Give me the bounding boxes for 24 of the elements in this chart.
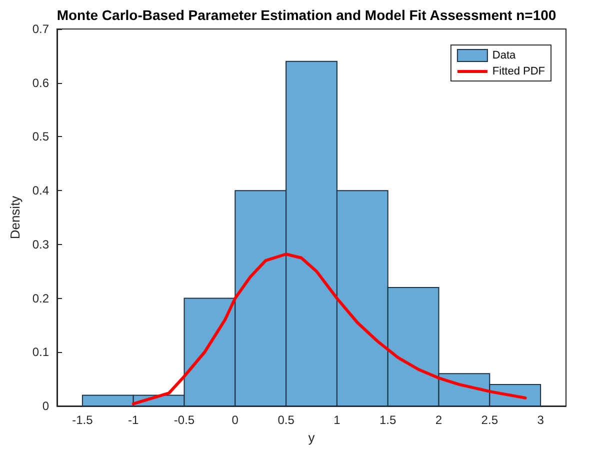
x-tick-label: -1.5 (72, 413, 94, 427)
y-tick-label: 0.6 (32, 76, 50, 90)
x-tick-label: 0 (232, 413, 239, 427)
y-tick-label: 0.4 (32, 184, 50, 198)
line-series (132, 252, 527, 406)
x-tick-label: 1.5 (380, 413, 397, 427)
y-tick-label: 0.1 (32, 345, 50, 360)
legend-label: Fitted PDF (492, 66, 546, 78)
x-tick-label: 1 (334, 413, 341, 427)
x-axis-title: y (308, 430, 316, 445)
x-tick-label: -1 (128, 413, 140, 427)
chart-title: Monte Carlo-Based Parameter Estimation and Model Fit Assessment n=100 (56, 7, 556, 23)
x-tick-label: 2 (435, 413, 442, 427)
y-tick-label: 0.7 (32, 22, 50, 36)
y-tick-label: 0.3 (32, 237, 50, 252)
x-tick-label: 3 (537, 413, 544, 427)
y-tick-label: 0.5 (32, 130, 50, 144)
x-tick-label: 0.5 (278, 413, 295, 427)
y-tick-label: 0 (42, 399, 50, 413)
x-tick-label: -0.5 (174, 413, 195, 427)
x-tick-label: 2.5 (481, 413, 498, 427)
y-tick-label: 0.2 (32, 291, 50, 306)
legend-label: Data (492, 50, 517, 62)
y-axis-title: Density (7, 195, 22, 240)
